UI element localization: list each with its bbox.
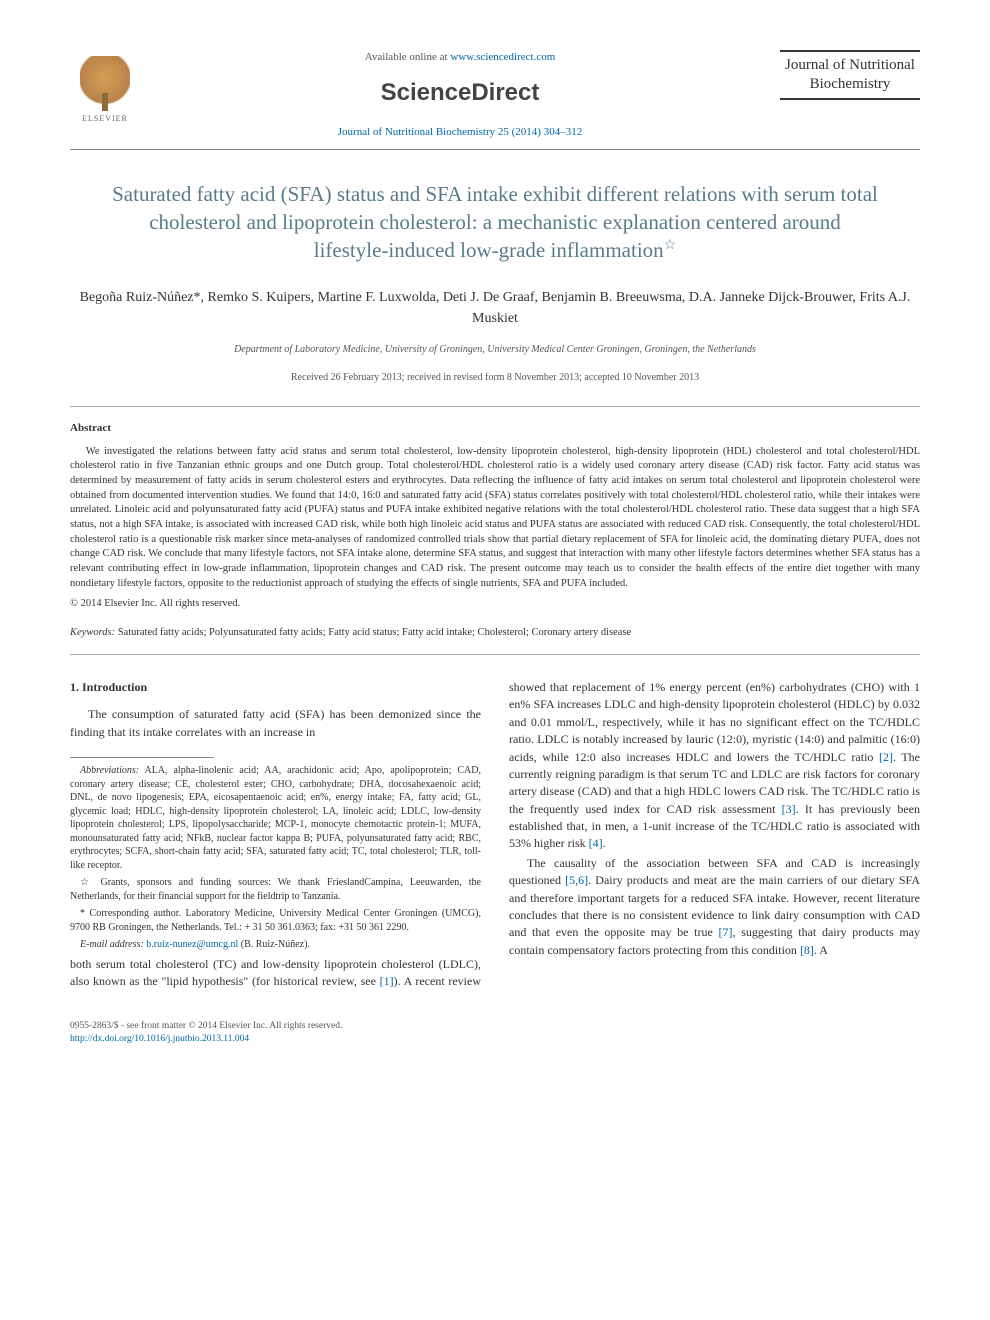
sciencedirect-wordmark: ScienceDirect — [160, 76, 760, 111]
ref-3[interactable]: [3] — [782, 802, 796, 816]
footer-copyright: 0955-2863/$ - see front matter © 2014 El… — [70, 1020, 920, 1032]
ref-7[interactable]: [7] — [719, 925, 733, 939]
grants-text: Grants, sponsors and funding sources: We… — [70, 877, 481, 902]
title-star-icon: ☆ — [664, 238, 677, 253]
email-footnote: E-mail address: b.ruiz-nunez@umcg.nl (B.… — [70, 938, 481, 952]
col2-paragraph-2: The causality of the association between… — [509, 855, 920, 959]
abbrev-label: Abbreviations: — [80, 765, 139, 776]
article-title: Saturated fatty acid (SFA) status and SF… — [110, 180, 880, 265]
authors-list: Begoña Ruiz-Núñez*, Remko S. Kuipers, Ma… — [70, 287, 920, 329]
abstract-bottom-rule — [70, 654, 920, 655]
abbreviations-footnote: Abbreviations: ALA, alpha-linolenic acid… — [70, 764, 481, 872]
journal-header: ELSEVIER Available online at www.science… — [70, 50, 920, 141]
title-text: Saturated fatty acid (SFA) status and SF… — [112, 182, 878, 263]
journal-reference[interactable]: Journal of Nutritional Biochemistry 25 (… — [160, 125, 760, 141]
footnotes-block: Abbreviations: ALA, alpha-linolenic acid… — [70, 764, 481, 952]
abstract-copyright: © 2014 Elsevier Inc. All rights reserved… — [70, 596, 920, 611]
affiliation: Department of Laboratory Medicine, Unive… — [70, 343, 920, 358]
elsevier-logo: ELSEVIER — [70, 50, 140, 130]
abstract-body: We investigated the relations between fa… — [70, 445, 920, 592]
grants-footnote: ☆ Grants, sponsors and funding sources: … — [70, 876, 481, 903]
c2p2d: . A — [814, 943, 828, 957]
journal-box-title: Journal of Nutritional Biochemistry — [780, 56, 920, 94]
elsevier-tree-icon — [80, 56, 130, 111]
ref-8[interactable]: [8] — [800, 943, 814, 957]
abbrev-body: ALA, alpha-linolenic acid; AA, arachidon… — [70, 765, 481, 871]
email-suffix: (B. Ruiz-Núñez). — [238, 939, 310, 950]
article-body: 1. Introduction The consumption of satur… — [70, 679, 920, 990]
keywords-text: Saturated fatty acids; Polyunsaturated f… — [115, 627, 631, 638]
sciencedirect-url[interactable]: www.sciencedirect.com — [450, 51, 555, 63]
email-link[interactable]: b.ruiz-nunez@umcg.nl — [146, 939, 238, 950]
available-online: Available online at www.sciencedirect.co… — [160, 50, 760, 66]
c2p1e: . — [603, 836, 606, 850]
doi-link[interactable]: http://dx.doi.org/10.1016/j.jnutbio.2013… — [70, 1034, 249, 1044]
page-footer: 0955-2863/$ - see front matter © 2014 El… — [70, 1020, 920, 1045]
keywords-row: Keywords: Saturated fatty acids; Polyuns… — [70, 625, 920, 640]
abstract-heading: Abstract — [70, 421, 920, 437]
grants-star-icon: ☆ — [80, 877, 100, 888]
elsevier-label: ELSEVIER — [82, 113, 128, 125]
intro-paragraph-1: The consumption of saturated fatty acid … — [70, 706, 481, 741]
ref-1[interactable]: [1] — [380, 974, 394, 988]
available-text: Available online at — [365, 51, 451, 63]
email-label: E-mail address: — [80, 939, 144, 950]
journal-title-box: Journal of Nutritional Biochemistry — [780, 50, 920, 100]
ref-4[interactable]: [4] — [589, 836, 603, 850]
footnote-rule — [70, 757, 214, 758]
corresponding-footnote: * Corresponding author. Laboratory Medic… — [70, 907, 481, 934]
header-center: Available online at www.sciencedirect.co… — [140, 50, 780, 141]
header-rule — [70, 149, 920, 150]
keywords-label: Keywords: — [70, 627, 115, 638]
ref-5-6[interactable]: [5,6] — [565, 873, 588, 887]
abstract-top-rule — [70, 406, 920, 407]
article-dates: Received 26 February 2013; received in r… — [70, 371, 920, 386]
ref-2[interactable]: [2] — [879, 750, 893, 764]
section-1-heading: 1. Introduction — [70, 679, 481, 696]
